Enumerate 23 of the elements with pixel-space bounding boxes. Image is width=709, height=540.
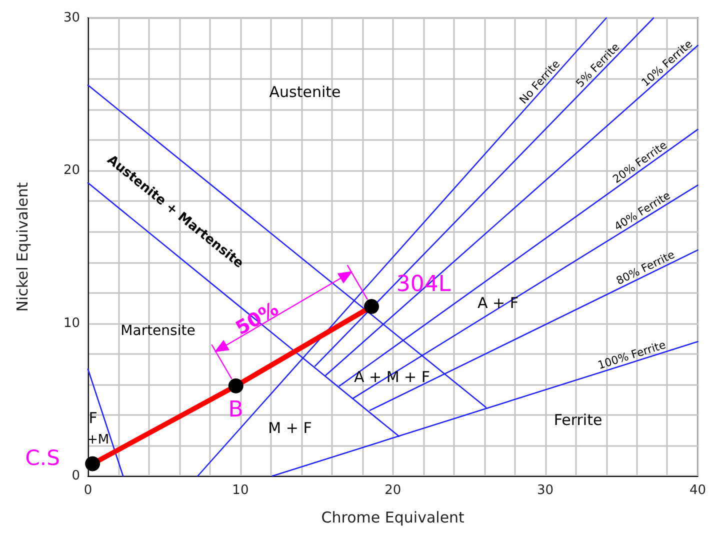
text: 100% Ferrite (596, 338, 668, 372)
y-tick-label: 10 (63, 316, 80, 331)
annotation: B (228, 397, 244, 422)
annotation: A + M + F (354, 368, 430, 386)
y-axis-title: Nickel Equivalent (14, 182, 32, 312)
x-tick-label: 20 (384, 483, 402, 498)
y-tick-label: 0 (72, 468, 80, 484)
annotation: +M (86, 432, 110, 448)
annotation: C.S (25, 446, 60, 470)
annotation: 50% (232, 298, 282, 340)
y-tick-label: 30 (63, 10, 80, 26)
annotation: Ferrite (554, 411, 602, 429)
y-tick-label: 20 (63, 163, 80, 178)
x-tick-label: 0 (84, 483, 92, 498)
annotation: Martensite (120, 323, 196, 339)
x-tick-label: 30 (537, 483, 554, 498)
annotation: A + F (478, 294, 518, 312)
annotation: Austenite (269, 83, 341, 101)
x-tick-label: 10 (232, 483, 249, 498)
annotation: F (88, 409, 98, 427)
x-axis-title: Chrome Equivalent (321, 508, 465, 526)
x-tick-label: 40 (689, 483, 706, 498)
annotation: M + F (268, 419, 312, 437)
